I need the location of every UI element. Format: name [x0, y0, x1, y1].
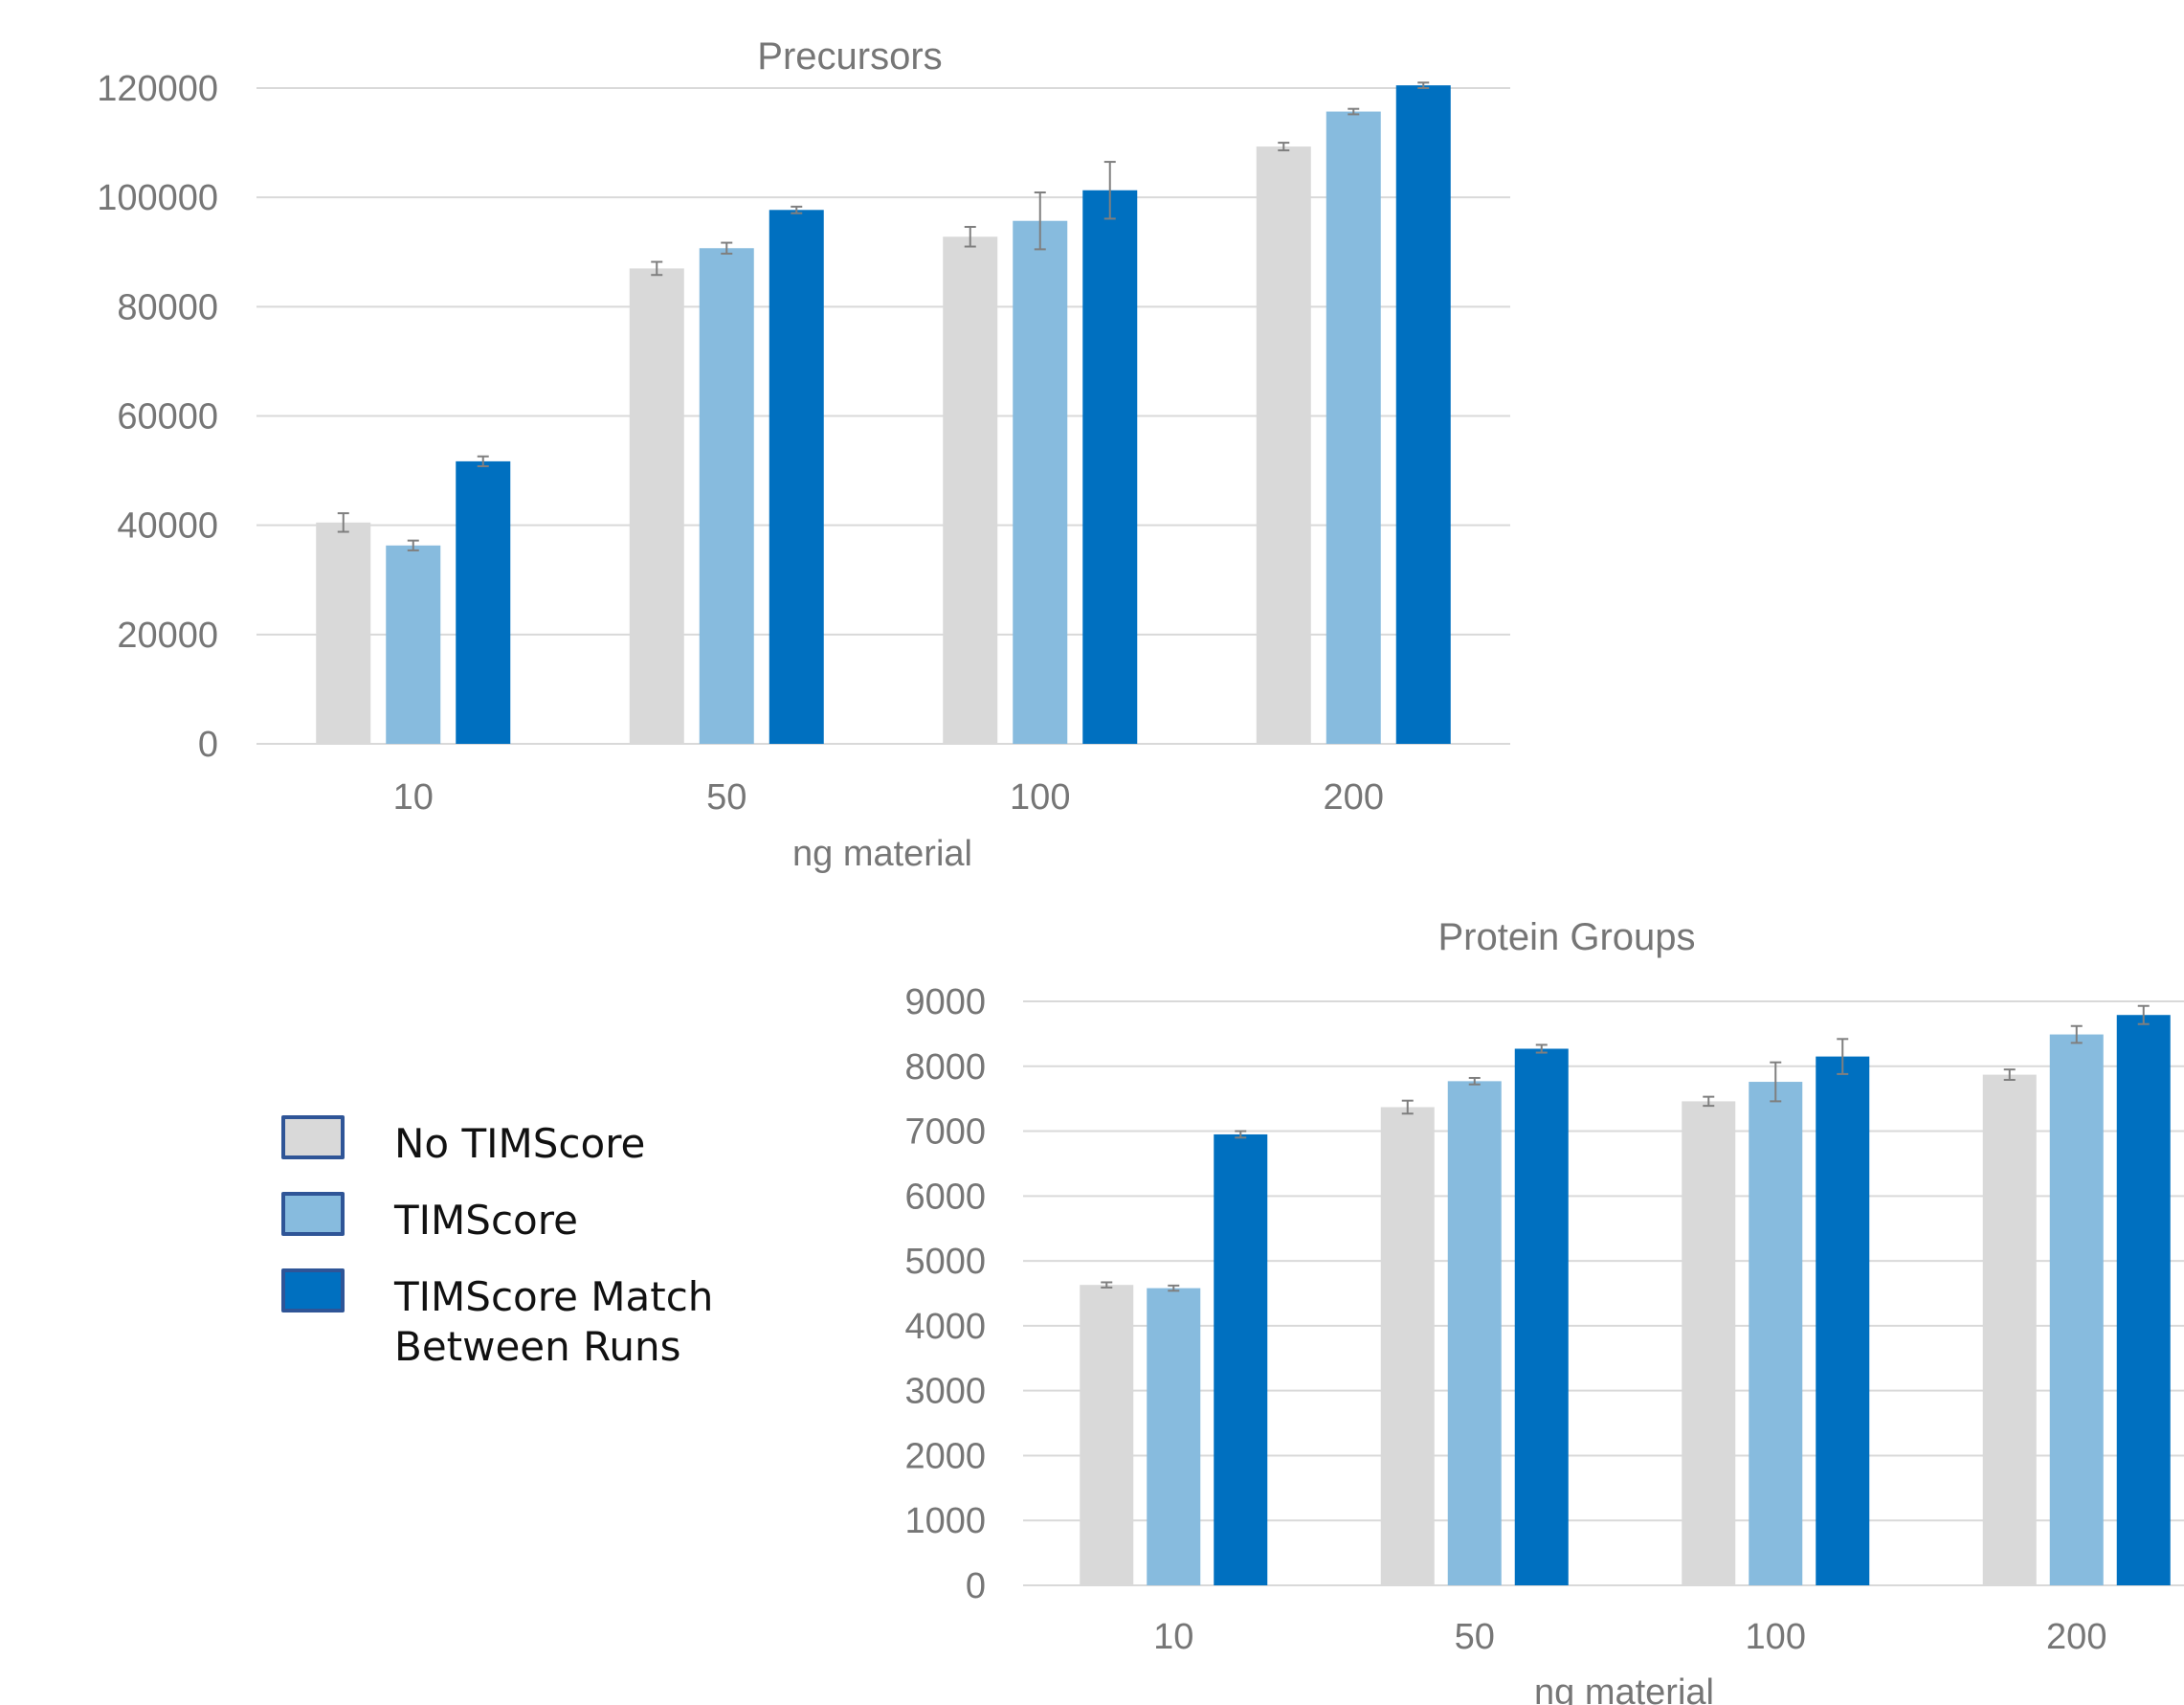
legend-swatch-timscore-mbr: [281, 1268, 345, 1312]
legend-item-timscore-mbr: TIMScore Match Between Runs: [278, 1268, 852, 1383]
y-tick-label: 8000: [904, 1047, 986, 1088]
bar-timscore-50: [699, 248, 754, 745]
bar-timscore-100: [1013, 220, 1068, 744]
bar-timscore-match-between-runs-10: [1214, 1133, 1268, 1585]
y-tick-label: 2000: [904, 1436, 986, 1476]
y-tick-label: 0: [198, 725, 218, 765]
y-tick-label: 7000: [904, 1112, 986, 1153]
x-tick-label: 200: [2046, 1617, 2106, 1657]
x-axis-label: ng material: [1534, 1672, 1714, 1705]
chart-protein-groups: 0 1000 2000 3000 4000 5000 6000 7000 8000 9000 Pro…: [904, 916, 2184, 1705]
bar-timscore-50: [1447, 1081, 1502, 1585]
bar-timscore-match-between-runs-100: [1082, 190, 1138, 744]
legend-label-timscore: TIMScore: [394, 1197, 578, 1244]
x-tick-label: 200: [1324, 777, 1384, 818]
y-tick-label: 120000: [97, 69, 218, 109]
y-tick-label: 1000: [904, 1501, 986, 1541]
bar-no-timscore-50: [629, 268, 684, 744]
y-tick-label: 0: [966, 1566, 986, 1606]
x-tick-label: 10: [393, 777, 434, 818]
y-tick-label: 9000: [904, 982, 986, 1022]
legend-label-timscore-mbr: TIMScore Match Between Runs: [394, 1273, 714, 1370]
bar-no-timscore-200: [1982, 1074, 2037, 1585]
x-tick-label: 50: [706, 777, 747, 818]
y-tick-label: 3000: [904, 1372, 986, 1412]
chart-title: Precursors: [757, 35, 942, 78]
legend: No TIMScore TIMScore TIMScore Match Betw…: [278, 1115, 852, 1402]
bar-timscore-match-between-runs-100: [1816, 1056, 1870, 1585]
legend-swatch-timscore: [281, 1192, 345, 1236]
chart-title: Protein Groups: [1437, 916, 1695, 958]
y-tick-label: 4000: [904, 1307, 986, 1347]
bar-timscore-match-between-runs-50: [1514, 1048, 1569, 1585]
bar-timscore-10: [386, 545, 441, 744]
x-tick-label: 50: [1455, 1617, 1495, 1657]
legend-label-no-timscore: No TIMScore: [394, 1120, 646, 1167]
bar-timscore-10: [1147, 1288, 1201, 1585]
x-tick-label: 100: [1746, 1617, 1806, 1657]
bar-timscore-200: [2049, 1034, 2104, 1585]
y-tick-label: 60000: [117, 397, 218, 437]
y-tick-label: 40000: [117, 506, 218, 547]
bar-no-timscore-10: [316, 522, 371, 744]
legend-item-timscore: TIMScore: [278, 1192, 852, 1249]
y-tick-label: 100000: [97, 178, 218, 218]
bar-no-timscore-10: [1080, 1285, 1134, 1585]
bar-timscore-match-between-runs-200: [1395, 85, 1451, 745]
y-tick-label: 5000: [904, 1242, 986, 1282]
bar-timscore-match-between-runs-10: [456, 460, 511, 744]
bar-timscore-match-between-runs-200: [2116, 1015, 2171, 1585]
bar-no-timscore-50: [1380, 1107, 1435, 1585]
bar-no-timscore-100: [1682, 1101, 1736, 1585]
y-tick-label: 20000: [117, 616, 218, 656]
bar-no-timscore-200: [1256, 146, 1311, 744]
legend-swatch-no-timscore: [281, 1115, 345, 1159]
bar-timscore-match-between-runs-50: [769, 210, 824, 744]
legend-item-no-timscore: No TIMScore: [278, 1115, 852, 1173]
y-tick-label: 6000: [904, 1177, 986, 1217]
y-tick-label: 80000: [117, 287, 218, 327]
bar-timscore-100: [1749, 1082, 1803, 1585]
x-tick-label: 100: [1010, 777, 1070, 818]
bar-no-timscore-100: [943, 236, 998, 744]
x-tick-label: 10: [1153, 1617, 1193, 1657]
x-axis-label: ng material: [792, 834, 972, 874]
bar-timscore-200: [1326, 111, 1381, 744]
chart-precursors: 0 20000 40000 60000 80000 100000 120000 Precurs…: [97, 35, 1510, 874]
